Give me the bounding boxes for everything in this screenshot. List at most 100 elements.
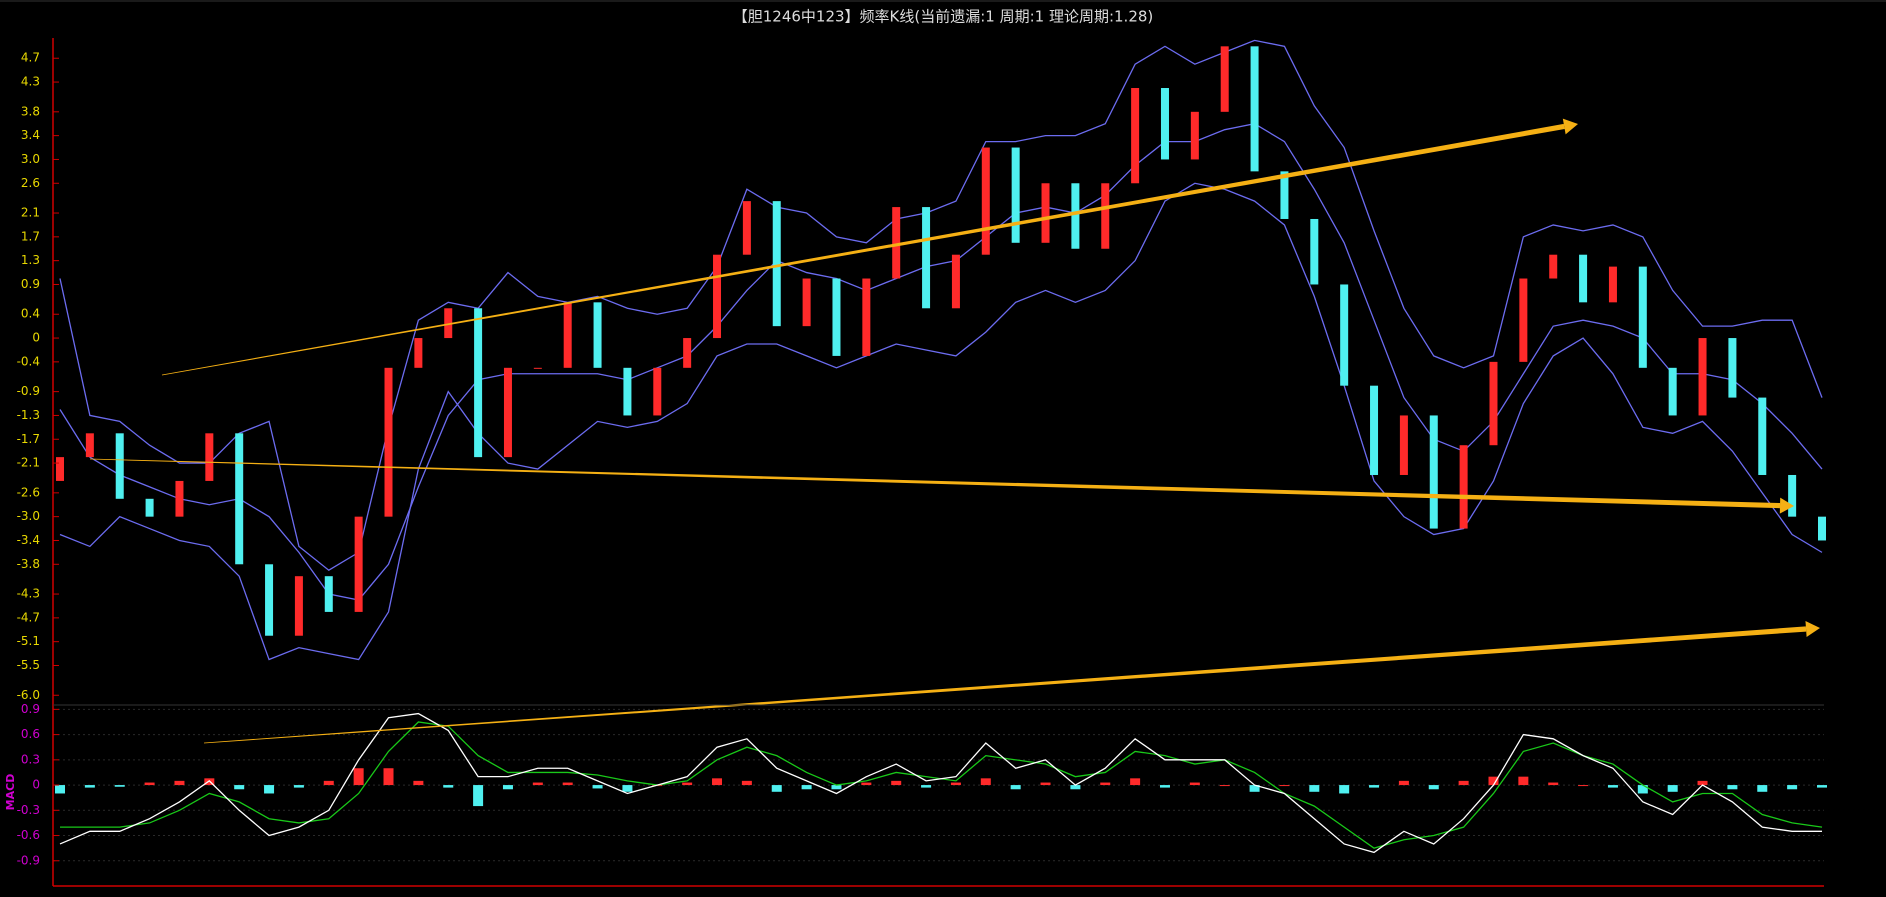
candle (115, 433, 124, 499)
macd-bar (592, 785, 603, 789)
macd-bar (741, 780, 752, 786)
candle (503, 367, 512, 458)
candle (563, 302, 572, 368)
macd-bar (1070, 785, 1081, 790)
candle (354, 516, 363, 612)
candle (772, 201, 781, 327)
macd-bar (1428, 785, 1439, 790)
macd-bar (174, 780, 185, 786)
macd-bar (1607, 785, 1618, 788)
y-tick-label: -3.0 (17, 509, 40, 523)
arrow-head (1805, 621, 1820, 637)
candle (1429, 415, 1438, 529)
candle (1608, 266, 1617, 303)
candle (1758, 397, 1767, 475)
y-tick-label: 0 (32, 778, 40, 792)
macd-bar (801, 785, 812, 790)
macd-bar (473, 785, 484, 807)
candle (1310, 218, 1319, 285)
candle (802, 278, 811, 327)
candle (1190, 111, 1199, 160)
y-tick-label: 0.3 (21, 752, 40, 766)
y-tick-label: 0.9 (21, 277, 40, 291)
candle (384, 367, 393, 517)
y-tick-label: -1.3 (17, 408, 40, 422)
candle (1579, 254, 1588, 303)
macd-bar (1369, 785, 1380, 788)
band-line (59, 123, 1823, 601)
y-tick-label: 3.8 (21, 104, 40, 118)
candle (414, 338, 423, 368)
candle (1340, 284, 1349, 386)
macd-bar (622, 785, 633, 792)
y-tick-label: 2.1 (21, 206, 40, 220)
macd-bar (682, 782, 693, 786)
macd-bar (1309, 785, 1320, 792)
macd-bar (921, 785, 932, 788)
macd-bar (1727, 785, 1738, 790)
candle (1160, 88, 1169, 160)
candle (832, 278, 841, 356)
macd-bar (712, 778, 723, 786)
macd-bar (1578, 785, 1589, 787)
y-tick-label: -0.6 (17, 828, 40, 842)
y-tick-label: -5.5 (17, 658, 40, 672)
chart-title: 【胆1246中123】频率K线(当前遗漏:1 周期:1 理论周期:1.28) (733, 8, 1154, 26)
candle (235, 433, 244, 565)
macd-bar (1488, 776, 1499, 786)
band-line (59, 39, 1823, 572)
macd-bar (443, 785, 454, 788)
y-tick-label: -3.8 (17, 557, 40, 571)
candle (683, 338, 692, 368)
macd-bar (323, 780, 334, 786)
candle (474, 308, 483, 458)
candle (294, 576, 303, 636)
macd-bar (1339, 785, 1350, 794)
y-tick-label: -0.3 (17, 803, 40, 817)
candle (1250, 46, 1259, 172)
candle (145, 498, 154, 517)
y-tick-label: -4.7 (17, 610, 40, 624)
y-tick-label: -0.9 (17, 384, 40, 398)
y-tick-label: 4.7 (21, 51, 40, 65)
candle (205, 433, 214, 481)
candle (1041, 183, 1050, 243)
candle (85, 433, 94, 458)
macd-bar (532, 782, 543, 786)
candle (623, 367, 632, 416)
candle (862, 278, 871, 356)
candle (742, 201, 751, 255)
macd-bar (980, 778, 991, 786)
candle (324, 576, 333, 612)
dif-line (59, 712, 1822, 854)
macd-label: MACD (4, 774, 17, 811)
candle (713, 254, 722, 339)
y-tick-label: -0.9 (17, 853, 40, 867)
candle (533, 367, 542, 369)
y-tick-label: -6.0 (17, 688, 40, 702)
y-tick-label: 1.7 (21, 229, 40, 243)
macd-bar (1010, 785, 1021, 790)
macd-bar (831, 785, 842, 790)
macd-bar (144, 782, 155, 786)
macd-bar (1548, 782, 1559, 786)
candle (1788, 474, 1797, 517)
macd-bar (383, 768, 394, 786)
grid-layer (53, 708, 1824, 862)
macd-bar (891, 780, 902, 786)
candle (981, 147, 990, 255)
macd-bar (1189, 782, 1200, 786)
candle (1459, 445, 1468, 529)
macd-bar (1697, 780, 1708, 786)
y-tick-label: 3.0 (21, 152, 40, 166)
candle (265, 564, 274, 636)
macd-bar (1159, 785, 1170, 788)
y-tick-label: -2.1 (17, 456, 40, 470)
candle (1638, 266, 1647, 368)
macd-bar (1100, 782, 1111, 786)
candle (1549, 254, 1558, 279)
candle (653, 367, 662, 416)
macd-bar (114, 785, 125, 787)
